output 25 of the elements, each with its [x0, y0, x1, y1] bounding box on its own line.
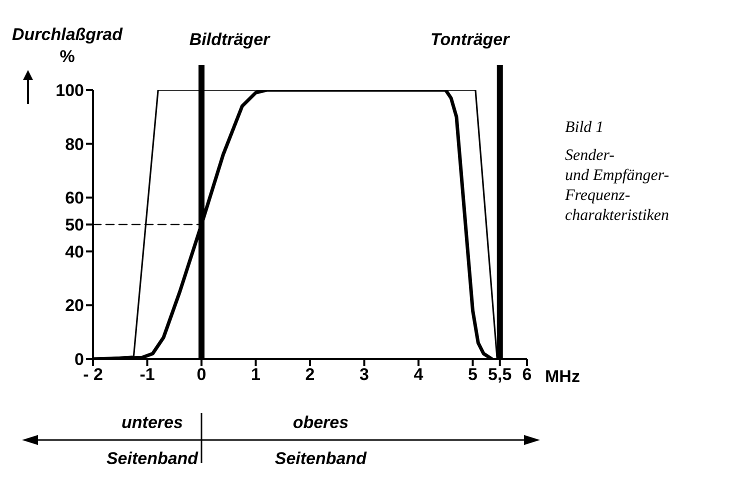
- x-tick-label: 5,5: [488, 365, 512, 384]
- text: oberes Seitenband: [274, 412, 368, 470]
- y-tick-label: 50: [65, 216, 84, 235]
- x-axis-title: MHz: [545, 367, 580, 387]
- x-tick-label: 5: [468, 365, 478, 384]
- x-tick-label: 6: [522, 365, 532, 384]
- x-tick-label: 1: [251, 365, 260, 384]
- ref-line-label: Bildträger: [189, 30, 272, 49]
- x-tick-label: -1: [140, 365, 155, 384]
- x-tick-label: - 2: [83, 365, 103, 384]
- y-tick-label: 40: [65, 242, 84, 262]
- y-tick-label: 20: [65, 296, 84, 316]
- y-tick-label: 80: [65, 134, 84, 154]
- x-tick-label: 3: [360, 365, 369, 384]
- y-axis-title: Durchlaßgrad %: [12, 24, 123, 68]
- x-tick-label: 2: [305, 365, 315, 384]
- text: unteres Seitenband: [105, 412, 200, 470]
- x-tick-label: 0: [196, 365, 206, 384]
- y-tick-label: 60: [65, 188, 84, 208]
- y-tick-label: 0: [74, 350, 84, 370]
- text: Sender- und Empfänger- Frequenz- charakteristiken: [565, 146, 670, 226]
- text: Bild 1: [565, 118, 605, 138]
- ref-line-label: Tonträger: [430, 30, 511, 49]
- x-tick-label: 4: [414, 365, 424, 384]
- y-tick-label: 100: [56, 81, 84, 100]
